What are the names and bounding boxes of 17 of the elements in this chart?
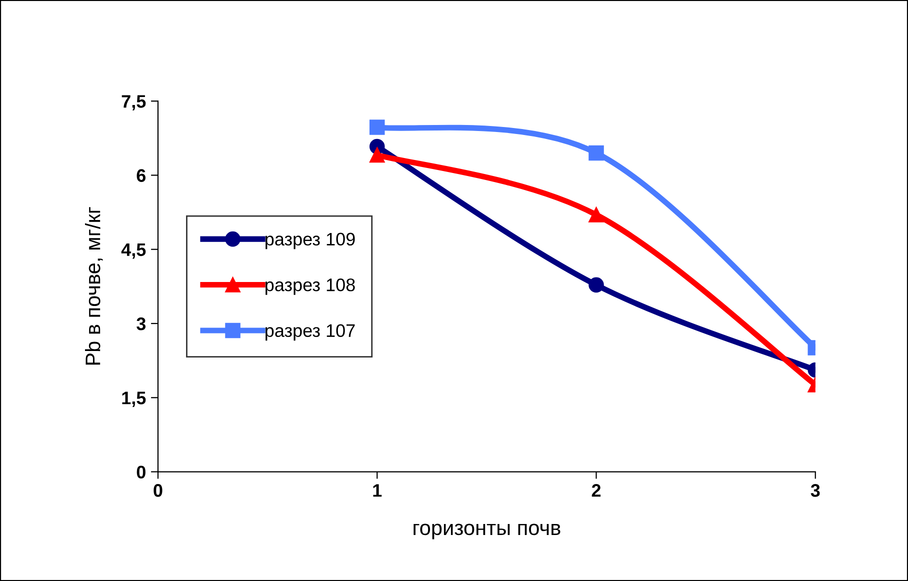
x-tick-label: 1 xyxy=(373,484,382,497)
legend-label: разрез 107 xyxy=(266,324,355,341)
y-tick-label: 7,5 xyxy=(122,95,146,110)
y-tick-label: 3 xyxy=(136,317,146,330)
legend-label: разрез 109 xyxy=(266,232,355,250)
y-tick-label: 1,5 xyxy=(122,392,146,407)
x-tick-label: 2 xyxy=(592,484,601,497)
point xyxy=(369,147,385,163)
point xyxy=(369,120,385,135)
x-axis-title: горизонты почв xyxy=(414,524,560,540)
x-tick-label: 3 xyxy=(810,484,820,497)
y-tick-label: 6 xyxy=(136,169,146,182)
legend-label: разрез 108 xyxy=(266,278,355,295)
y-tick-label: 0 xyxy=(136,466,146,478)
y-tick-label: 4,5 xyxy=(121,243,146,259)
x-tick-label: 0 xyxy=(154,484,162,497)
y-axis-title: Pb в почве, мг/кг xyxy=(85,207,103,365)
